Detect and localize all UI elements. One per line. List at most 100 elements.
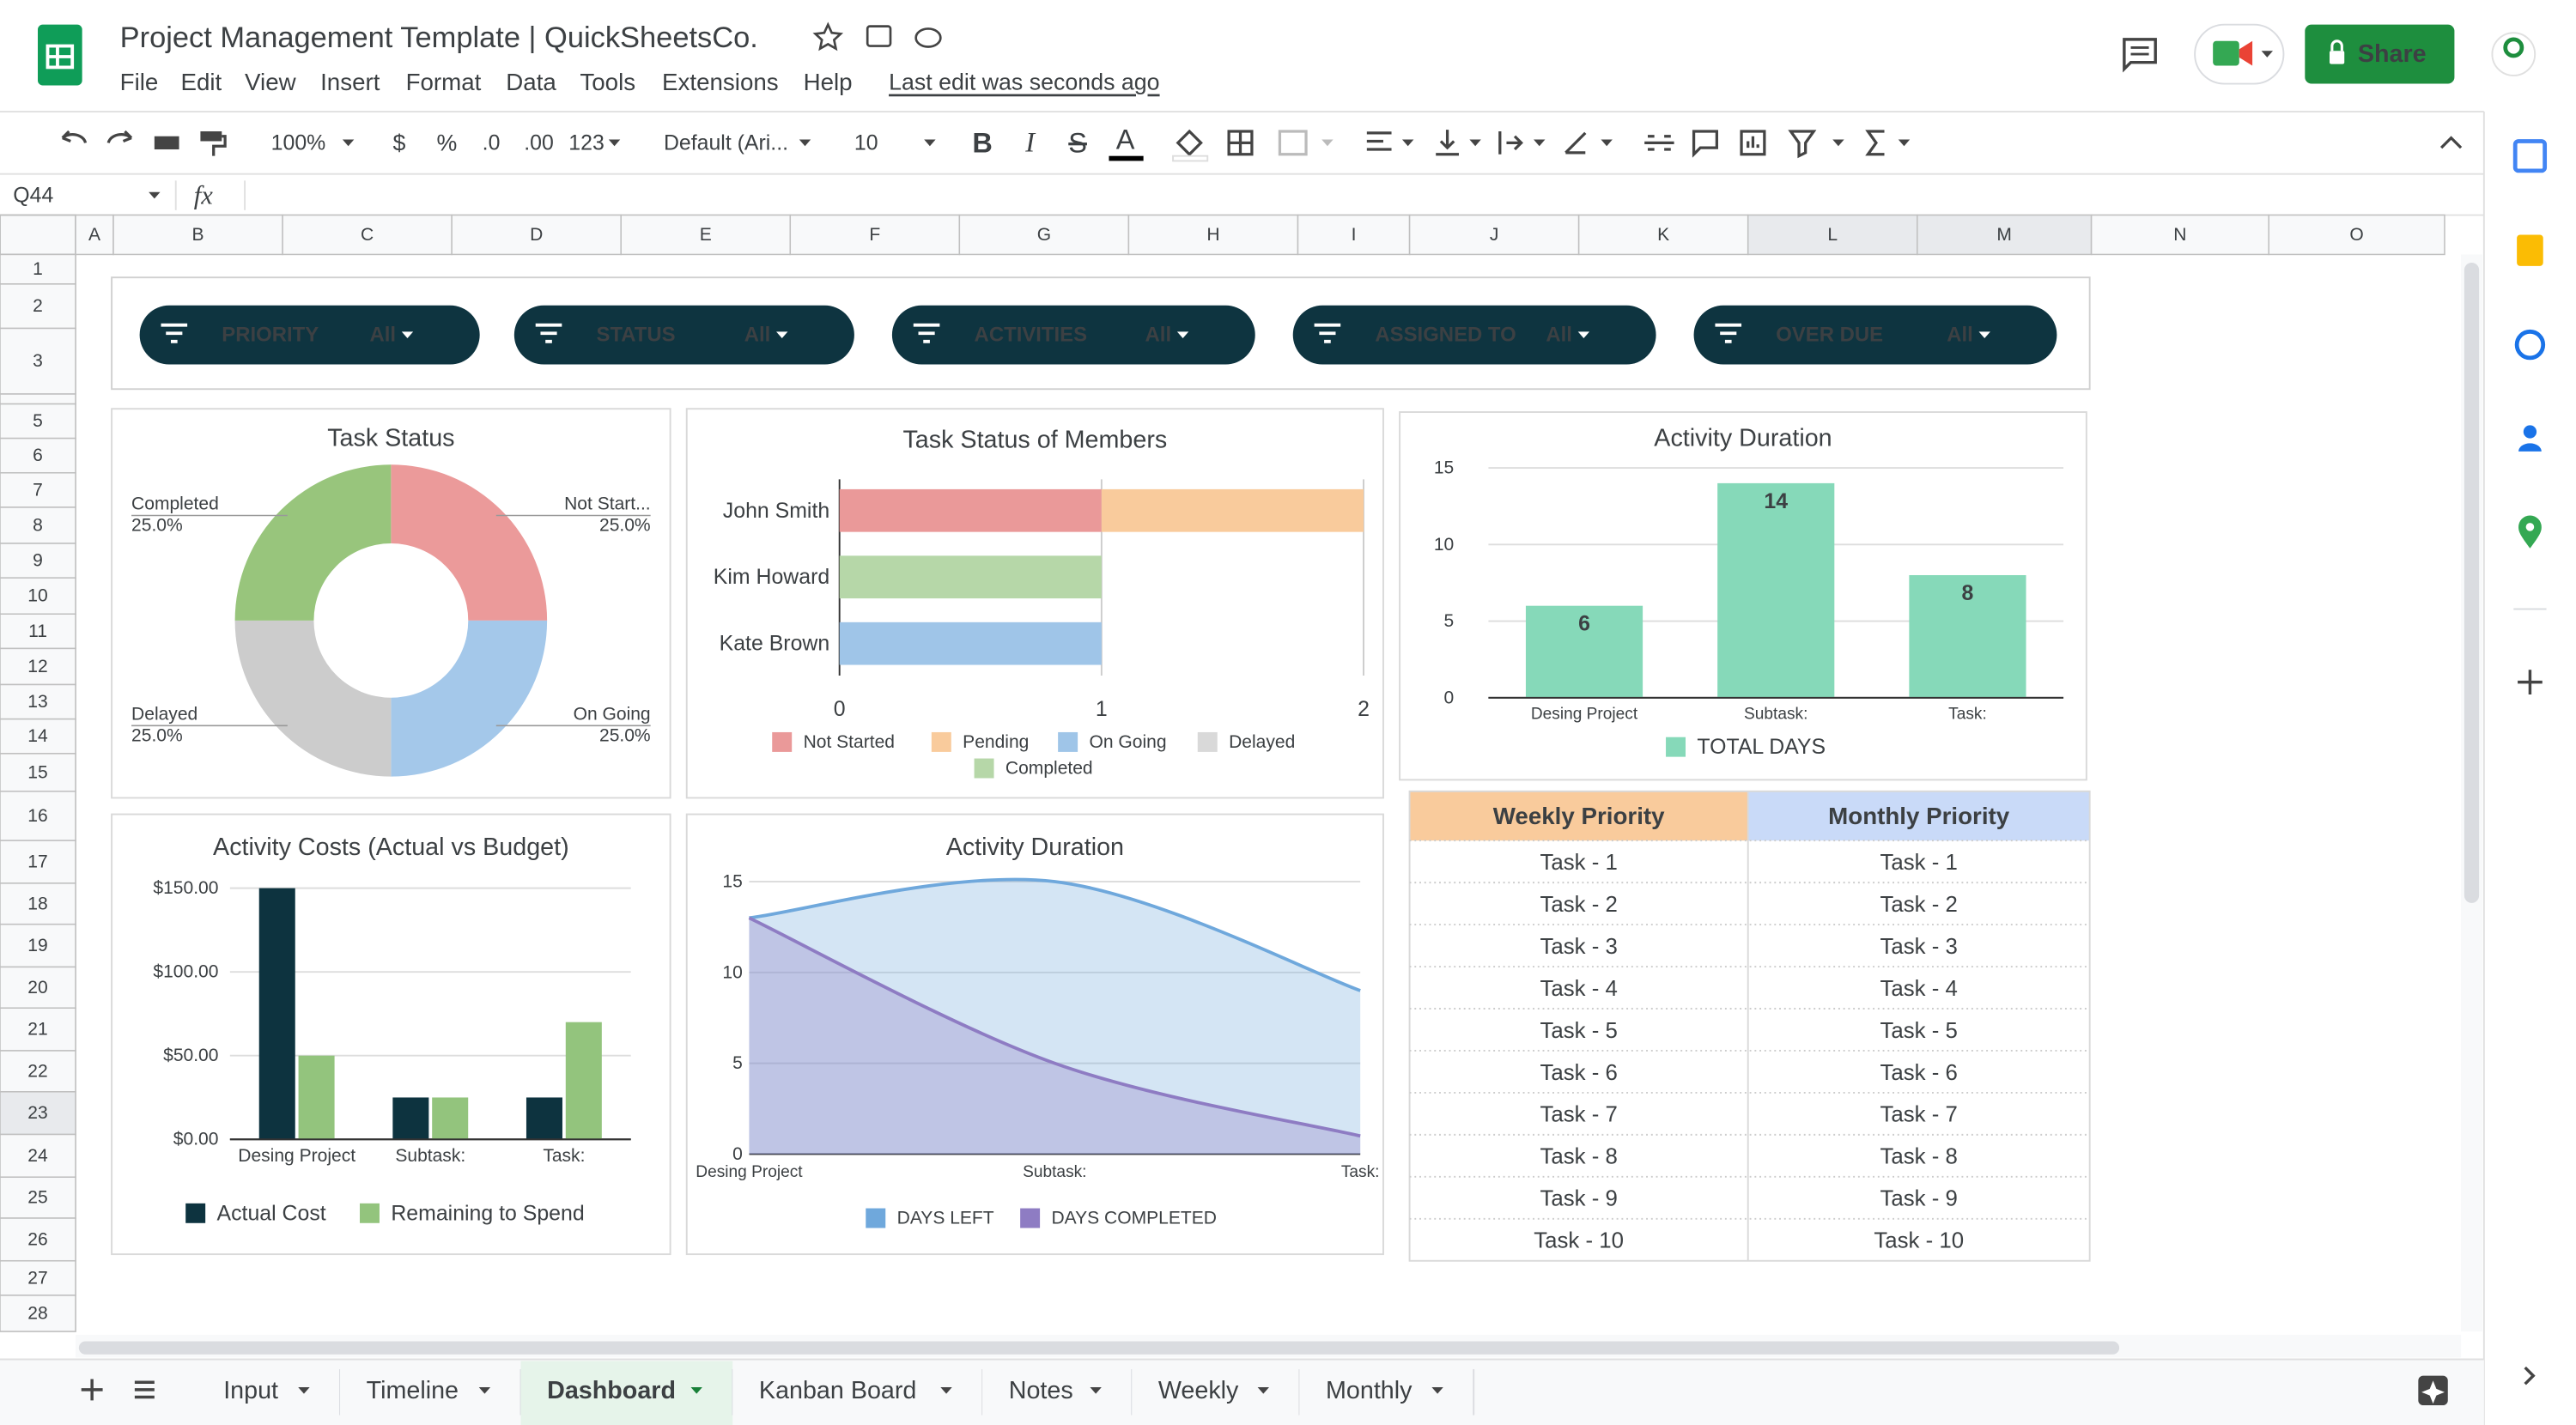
chart-title: Task Status: [327, 425, 454, 452]
keep-app[interactable]: [2517, 234, 2543, 265]
decrease-decimals[interactable]: .0: [483, 130, 501, 155]
font-size-select[interactable]: 10: [854, 130, 878, 155]
filter-pill[interactable]: [514, 306, 854, 365]
row-number: 19: [27, 936, 47, 955]
filter-value: All: [744, 324, 771, 347]
vertical-scrollbar-thumb[interactable]: [2464, 263, 2479, 903]
menu-item[interactable]: Insert: [320, 69, 380, 95]
x-category-label: Task:: [1341, 1163, 1380, 1181]
column-letter: A: [88, 225, 100, 245]
row-number: 22: [27, 1061, 47, 1081]
menu-item[interactable]: View: [245, 69, 297, 95]
table-cell: Task - 1: [1540, 851, 1617, 875]
more-formats[interactable]: 123: [568, 130, 604, 155]
column-letter: N: [2173, 225, 2186, 245]
filter-value: All: [1947, 324, 1973, 347]
zoom-select[interactable]: 100%: [271, 130, 326, 155]
bar-segment: [840, 622, 1102, 665]
legend-label: Remaining to Spend: [391, 1201, 584, 1225]
y-category-label: John Smith: [723, 499, 829, 523]
y-tick-label: $50.00: [163, 1046, 218, 1065]
data-label: 8: [1962, 581, 1974, 605]
x-category-label: Desing Project: [696, 1163, 803, 1181]
contacts-app[interactable]: [2524, 425, 2537, 438]
slice-value-label: 25.0%: [599, 515, 651, 535]
row-number: 18: [27, 894, 47, 913]
legend-swatch: [1666, 737, 1686, 757]
increase-decimals[interactable]: .00: [524, 130, 554, 155]
menu-item[interactable]: Tools: [580, 69, 635, 95]
sheet-tab-label[interactable]: Kanban Board: [759, 1377, 916, 1404]
name-box[interactable]: Q44: [13, 184, 53, 208]
y-tick-label: $0.00: [173, 1130, 219, 1149]
side-panel: [2484, 112, 2576, 1425]
horizontal-scrollbar-thumb[interactable]: [79, 1341, 2119, 1354]
sheet-tab-label[interactable]: Notes: [1009, 1377, 1073, 1404]
legend-swatch: [975, 759, 994, 779]
filter-label: STATUS: [597, 324, 676, 347]
chart-title: Activity Duration: [1654, 425, 1832, 452]
row-number: 23: [27, 1103, 47, 1123]
column-letter: E: [700, 225, 712, 245]
corner-cell: [0, 215, 76, 255]
row-number: 7: [33, 480, 43, 500]
chart-title: Activity Costs (Actual vs Budget): [213, 834, 569, 861]
sheet-tab-label[interactable]: Monthly: [1326, 1377, 1413, 1404]
sheet-tab-label[interactable]: Timeline: [367, 1377, 459, 1404]
menu-item[interactable]: Data: [506, 69, 556, 95]
row-number: 2: [33, 296, 43, 316]
table-cell: Task - 9: [1540, 1187, 1617, 1211]
document-title[interactable]: Project Management Template | QuickSheet…: [120, 21, 758, 54]
bold-button[interactable]: B: [972, 127, 992, 158]
table-cell: Task - 6: [1880, 1061, 1957, 1085]
slice-value-label: 25.0%: [131, 725, 183, 745]
print-icon[interactable]: [155, 136, 179, 149]
sheet-tab-label[interactable]: Input: [223, 1377, 278, 1404]
menu-item[interactable]: Help: [804, 69, 853, 95]
last-edit-link[interactable]: Last edit was seconds ago: [889, 70, 1160, 95]
menu-item[interactable]: Edit: [180, 69, 222, 95]
sheet-tab-label[interactable]: Dashboard: [547, 1377, 676, 1404]
column-letter: I: [1352, 225, 1357, 245]
table-header: Weekly Priority: [1493, 803, 1665, 829]
table-cell: Task - 9: [1880, 1187, 1957, 1211]
x-tick-label: 2: [1358, 697, 1370, 721]
row-number: 11: [28, 622, 47, 641]
legend-label: On Going: [1089, 732, 1166, 752]
sheet-tab-label[interactable]: Weekly: [1158, 1377, 1239, 1404]
row-number: 25: [27, 1188, 47, 1208]
y-tick-label: 5: [1444, 611, 1455, 631]
table-cell: Task - 5: [1880, 1019, 1957, 1043]
menu-item[interactable]: Extensions: [662, 69, 779, 95]
calendar-app[interactable]: [2515, 141, 2544, 170]
font-select[interactable]: Default (Ari...: [664, 130, 788, 155]
text-color-button[interactable]: A: [1116, 124, 1135, 155]
legend-label: Completed: [1005, 759, 1093, 779]
row-number: 26: [27, 1229, 47, 1249]
row-number: 14: [27, 726, 48, 746]
legend-swatch: [1020, 1209, 1040, 1228]
column-letter: K: [1657, 225, 1669, 245]
row-number: 28: [27, 1303, 47, 1323]
x-category-label: Subtask:: [1023, 1163, 1086, 1181]
x-category-label: Desing Project: [1531, 705, 1638, 723]
table-cell: Task - 7: [1880, 1103, 1957, 1127]
legend-label: DAYS LEFT: [897, 1209, 994, 1228]
menu-item[interactable]: Format: [406, 69, 482, 95]
fill-color-bar: [1173, 156, 1207, 161]
strikethrough-button[interactable]: S: [1068, 127, 1087, 158]
paint-format-icon[interactable]: [200, 131, 222, 141]
slice-value-label: 25.0%: [599, 725, 651, 745]
percent-format[interactable]: %: [436, 130, 457, 155]
row-number: 21: [27, 1020, 47, 1040]
share-label[interactable]: Share: [2358, 40, 2427, 68]
column-letter: D: [530, 225, 543, 245]
row-number: 20: [27, 978, 47, 998]
filter-label: PRIORITY: [222, 324, 319, 347]
legend-label: TOTAL DAYS: [1697, 735, 1826, 759]
currency-format[interactable]: $: [392, 130, 405, 155]
filter-value: All: [1145, 324, 1172, 347]
bar: [526, 1097, 562, 1139]
fx-label: fx: [194, 181, 214, 210]
menu-item[interactable]: File: [120, 69, 159, 95]
